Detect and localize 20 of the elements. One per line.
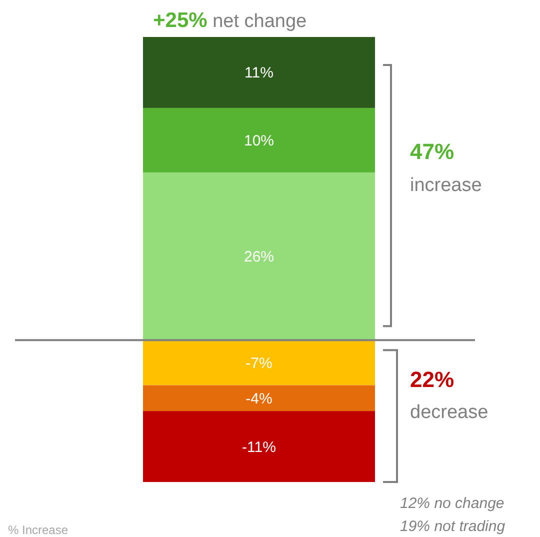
data-label: -4% [246, 390, 272, 408]
bar [143, 108, 375, 172]
bar [143, 37, 375, 108]
text: 47% [410, 139, 454, 164]
bar [143, 411, 375, 482]
text: increase [410, 175, 482, 196]
chart-title: +25% net change [153, 9, 307, 32]
data-label: -7% [246, 354, 272, 372]
data-label: -11% [242, 438, 276, 456]
bar [143, 385, 375, 412]
text: decrease [410, 402, 488, 423]
data-label: 11% [244, 64, 274, 82]
text: 12% no change [400, 495, 504, 512]
text: % Increase [8, 523, 68, 537]
bar [143, 340, 375, 386]
bar [143, 172, 375, 340]
data-label: 26% [244, 248, 274, 266]
text: 22% [410, 367, 454, 392]
data-label: 10% [244, 132, 274, 150]
text: 19% not trading [400, 518, 506, 535]
